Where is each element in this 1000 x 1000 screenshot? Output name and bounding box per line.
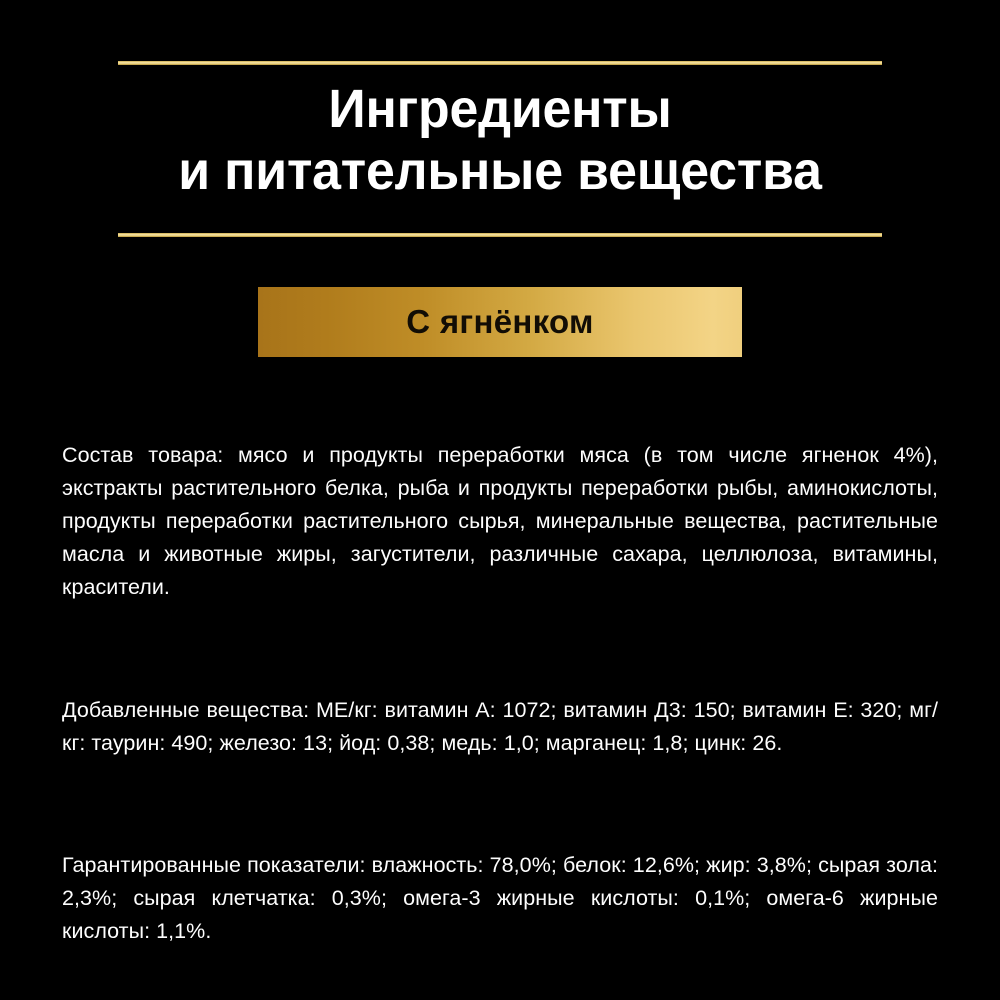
flavour-banner: С ягнёнком — [258, 287, 742, 357]
gold-rule-top-divider — [118, 61, 882, 65]
flavour-banner-label: С ягнёнком — [406, 303, 594, 340]
gold-rule-bottom-divider — [118, 233, 882, 237]
header-section: Ингредиенты и питательные вещества — [0, 0, 1000, 250]
page-title: Ингредиенты и питательные вещества — [20, 78, 980, 202]
page-title-line-1: Ингредиенты — [328, 79, 672, 139]
page-title-line-2: и питательные вещества — [178, 141, 822, 201]
composition-paragraph: Состав товара: мясо и продукты переработ… — [62, 442, 938, 599]
guaranteed-analysis-paragraph: Гарантированные показатели: влажность: 7… — [62, 852, 938, 943]
additives-paragraph: Добавленные вещества: МЕ/кг: витамин А: … — [62, 697, 938, 755]
